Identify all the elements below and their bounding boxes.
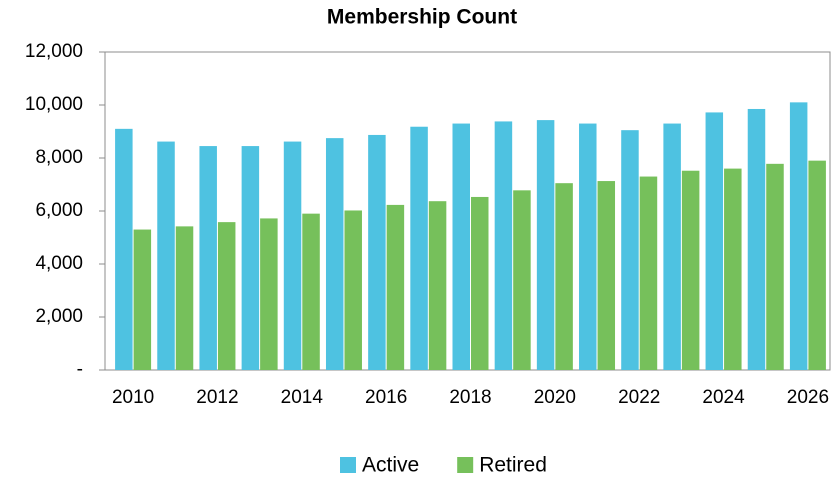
y-tick-label: 8,000 — [35, 147, 83, 168]
bar — [494, 121, 513, 371]
x-tick-label: 2014 — [281, 387, 324, 408]
legend-swatch — [340, 457, 356, 473]
bar — [789, 102, 808, 370]
bar — [410, 126, 428, 370]
bar — [513, 190, 531, 370]
bar — [621, 130, 639, 370]
bar — [471, 196, 489, 370]
bar — [747, 108, 766, 370]
y-tick-label: 6,000 — [35, 200, 83, 221]
y-tick-label: 10,000 — [25, 94, 83, 115]
x-tick-label: 2024 — [702, 387, 745, 408]
bar — [639, 176, 658, 370]
bar — [428, 201, 447, 370]
x-tick-label: 2010 — [112, 387, 154, 408]
bar — [808, 160, 826, 370]
bar — [681, 170, 700, 370]
bar — [115, 128, 133, 370]
bar — [724, 168, 742, 370]
bar — [766, 163, 784, 370]
bar — [199, 146, 217, 370]
y-tick-label: 4,000 — [35, 253, 83, 274]
bar — [217, 222, 236, 370]
bar — [452, 123, 470, 370]
legend-swatch — [457, 457, 474, 473]
bar — [386, 204, 405, 370]
chart-title: Membership Count — [327, 6, 517, 29]
y-tick-label: - — [77, 359, 83, 380]
bar — [175, 226, 194, 370]
bar — [555, 183, 573, 370]
x-tick-label: 2022 — [618, 387, 660, 408]
y-tick-label: 2,000 — [35, 306, 83, 327]
bar — [302, 213, 320, 370]
x-tick-label: 2016 — [365, 387, 407, 408]
bar — [241, 146, 260, 370]
x-tick-label: 2020 — [534, 387, 576, 408]
bar — [325, 138, 344, 370]
x-tick-label: 2026 — [787, 387, 829, 408]
bar — [344, 210, 362, 370]
bar — [663, 123, 681, 370]
x-tick-label: 2012 — [196, 387, 238, 408]
legend-label: Retired — [479, 454, 547, 477]
bar — [133, 229, 152, 370]
y-tick-label: 12,000 — [25, 41, 83, 62]
bar — [283, 141, 302, 370]
bar — [536, 120, 555, 370]
legend-label: Active — [362, 454, 419, 477]
bar — [368, 134, 386, 370]
bar — [705, 112, 724, 371]
bar — [260, 218, 278, 370]
bar — [157, 141, 175, 370]
bar — [579, 123, 597, 370]
bar — [597, 181, 616, 370]
x-tick-label: 2018 — [449, 387, 491, 408]
